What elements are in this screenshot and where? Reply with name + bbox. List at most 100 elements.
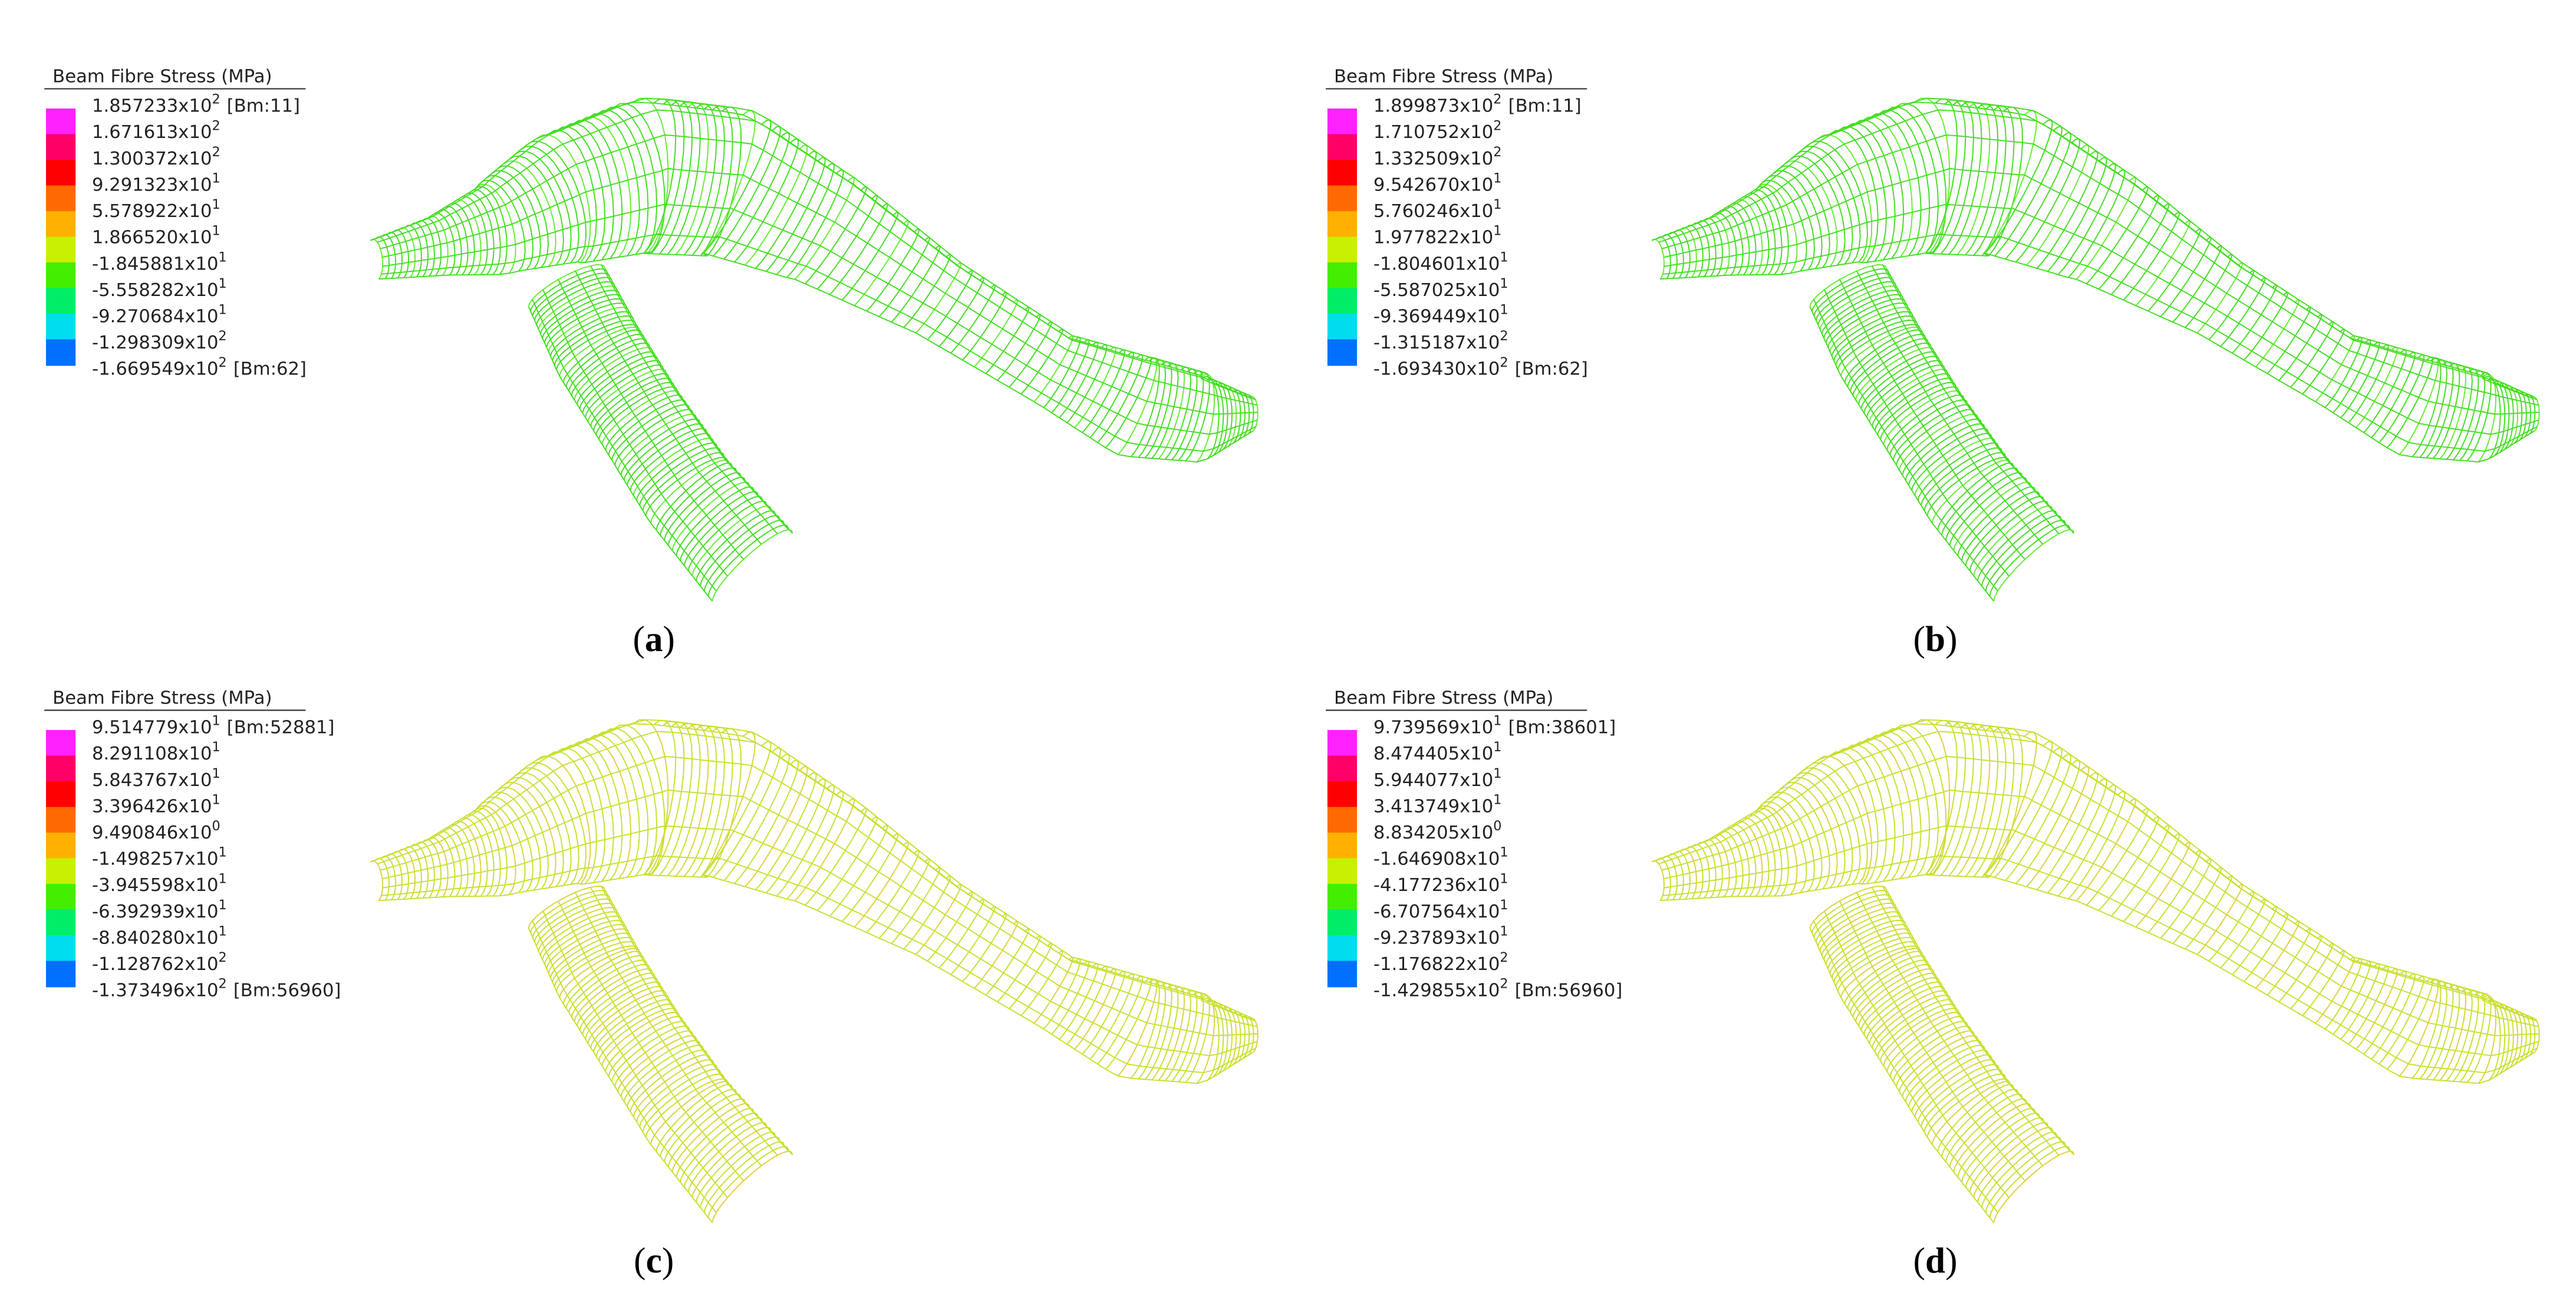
mesh-ring — [571, 964, 650, 1017]
mesh-ring — [554, 320, 637, 366]
mesh-ring — [614, 409, 694, 465]
mesh-ring — [1981, 1136, 2062, 1208]
mesh-ring — [1844, 951, 1923, 1004]
exponent: 1 — [219, 845, 227, 860]
legend-label: -1.128762x102 — [92, 950, 227, 975]
mesh-ring — [580, 738, 632, 879]
mesh-ring — [526, 762, 587, 884]
mesh-ring — [432, 834, 456, 897]
mesh-line — [381, 233, 1256, 452]
colorbar-swatch — [46, 185, 76, 212]
mesh-ring — [1813, 272, 1892, 316]
mesh-ring — [590, 373, 670, 426]
exponent: 2 — [219, 328, 227, 344]
legend-label: 1.710752x102 — [1373, 118, 1502, 143]
mesh-ring — [530, 890, 608, 933]
legend-title: Beam Fibre Stress (MPa) — [52, 688, 272, 708]
mesh-ring — [1740, 196, 1770, 275]
mesh-ring — [1948, 723, 1982, 876]
mesh-ring — [588, 113, 640, 257]
mesh-ring — [1686, 225, 1704, 278]
exponent: 1 — [1493, 766, 1501, 781]
mesh-ring — [1751, 811, 1783, 897]
mesh-ring — [423, 839, 442, 898]
exponent: 1 — [219, 923, 227, 939]
legend-label: -1.373496x102 [Bm:56960] — [92, 976, 341, 1001]
mesh-ring — [1926, 456, 2010, 516]
mesh-ring — [1993, 1150, 2075, 1223]
mesh-ring — [645, 1078, 729, 1137]
mantissa: 8.474405x10 — [1373, 744, 1493, 764]
exponent: 1 — [219, 897, 227, 913]
mesh-ring — [1911, 432, 1992, 491]
mantissa: -5.587025x10 — [1373, 280, 1500, 301]
legend-label: 9.514779x101 [Bm:52881] — [92, 713, 334, 738]
mesh-ring — [655, 462, 733, 531]
mesh-ring — [1994, 747, 2063, 878]
mesh-ring — [786, 169, 844, 278]
mesh-ring — [1917, 442, 1999, 501]
mesh-ring — [1811, 268, 1890, 312]
mesh-line — [601, 886, 789, 1152]
mesh-ring — [1815, 898, 1895, 942]
mesh-line — [1663, 789, 2539, 1037]
mesh-ring — [1825, 919, 1906, 965]
mesh-ring — [474, 807, 508, 896]
mesh-ring — [1977, 510, 2057, 581]
mesh-ring — [1872, 994, 1951, 1048]
mesh-ring — [572, 120, 623, 259]
mesh-ring — [1821, 911, 1902, 956]
mesh-line — [604, 890, 793, 1156]
mesh-ring — [2386, 356, 2433, 448]
mesh-line — [1662, 854, 2538, 1074]
mantissa: 5.944077x10 — [1373, 770, 1493, 791]
mesh-ring — [564, 744, 614, 882]
mesh-ring — [1852, 964, 1932, 1017]
mesh-ring — [1973, 1126, 2053, 1198]
mesh-ring — [1965, 495, 2044, 566]
caption-part: ( — [1913, 619, 1925, 659]
mesh-line — [1661, 755, 2539, 1027]
mesh-ring — [630, 1054, 711, 1112]
exponent: 1 — [219, 302, 227, 318]
mesh-ring — [1840, 326, 1922, 376]
mesh-ring — [1931, 459, 2011, 524]
mesh-ring — [411, 844, 429, 899]
mesh-ring — [1105, 978, 1152, 1070]
mesh-ring — [1817, 134, 1873, 263]
mesh-ring — [1853, 120, 1905, 259]
mesh-ring — [745, 765, 808, 887]
mesh-ring — [1908, 1049, 1989, 1107]
mesh-ring — [1855, 968, 1935, 1022]
mesh-ring — [1937, 1084, 2014, 1152]
mesh-ring — [552, 315, 634, 361]
legend-label: -1.804601x101 — [1373, 249, 1508, 274]
mesh-ring — [1877, 382, 1956, 435]
mesh-ring — [399, 849, 416, 899]
mesh-ring — [443, 206, 469, 275]
mesh-line — [1663, 824, 2539, 1057]
colorbar-swatch — [1327, 909, 1358, 936]
mesh-line — [1871, 887, 2060, 1156]
mesh-ring — [1117, 979, 1158, 1077]
mesh-ring — [1651, 238, 1665, 280]
colorbar-swatch — [46, 313, 76, 340]
mesh-ring — [1698, 841, 1717, 898]
mesh-ring — [601, 390, 680, 445]
mesh-ring — [1801, 146, 1861, 264]
mesh-ring — [702, 110, 756, 254]
mesh-ring — [568, 959, 648, 1013]
mesh-ring — [1829, 307, 1911, 352]
mesh-ring — [700, 1136, 780, 1208]
mesh-ring — [1914, 1059, 1996, 1117]
mesh-ring — [1837, 945, 1921, 992]
colorbar-swatch — [46, 909, 76, 936]
mesh-ring — [519, 767, 579, 885]
mesh-ring — [1745, 814, 1776, 897]
mesh-ring — [1815, 277, 1895, 321]
mesh-ring — [508, 155, 564, 266]
mesh-ring — [577, 351, 656, 405]
legend-label: 8.834205x100 — [1373, 818, 1502, 843]
mesh-ring — [2399, 357, 2439, 455]
legend-label: -6.707564x101 — [1373, 897, 1508, 922]
